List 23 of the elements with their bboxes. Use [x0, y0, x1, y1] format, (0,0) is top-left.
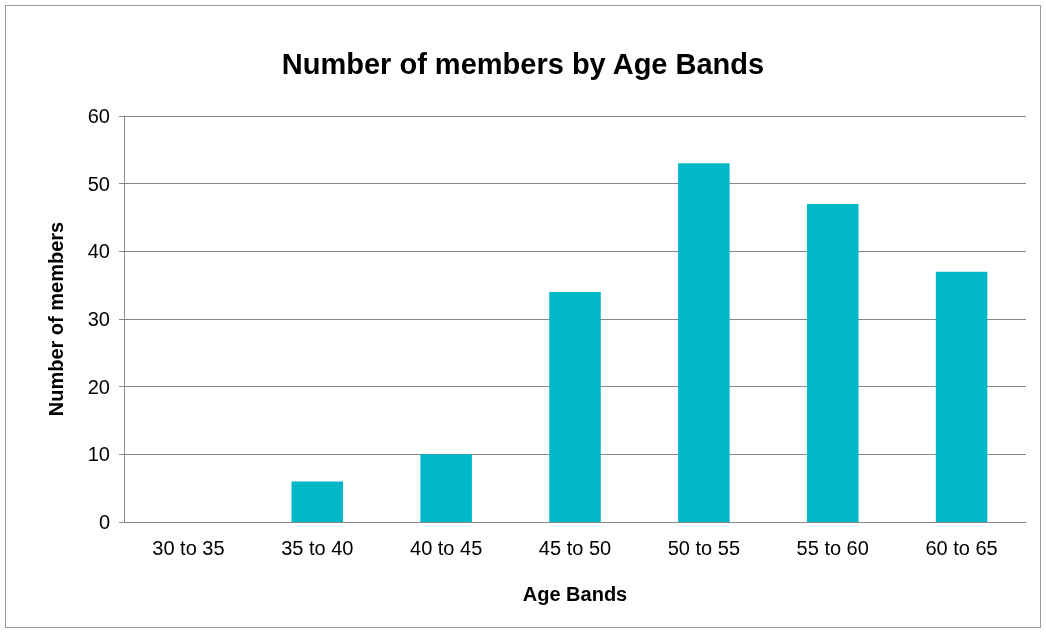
- x-tick-label: 45 to 50: [538, 537, 612, 559]
- x-tick-label: 40 to 45: [409, 537, 483, 559]
- x-axis-title: Age Bands: [522, 583, 628, 605]
- y-tick-label: 10: [87, 443, 110, 466]
- bar: [420, 454, 472, 522]
- bar: [549, 291, 601, 522]
- x-tick-label: 55 to 60: [796, 537, 869, 559]
- y-axis-title: Number of members: [45, 221, 67, 417]
- y-tick-label: 30: [87, 308, 110, 330]
- y-tick-label: 50: [87, 172, 110, 195]
- y-tick-label: 40: [87, 240, 110, 263]
- x-tick-label: 60 to 65: [925, 537, 998, 559]
- x-tick-label: 30 to 35: [152, 537, 225, 559]
- y-tick-label: 60: [87, 105, 110, 127]
- bar: [678, 163, 730, 522]
- y-tick-label: 0: [98, 511, 110, 533]
- x-tick-label: 35 to 40: [281, 537, 354, 559]
- chart-title: Number of members by Age Bands: [281, 47, 765, 80]
- bar: [291, 481, 344, 522]
- bar: [935, 271, 988, 522]
- bar: [806, 203, 859, 522]
- y-tick-label: 20: [87, 375, 110, 398]
- x-tick-label: 50 to 55: [667, 537, 741, 559]
